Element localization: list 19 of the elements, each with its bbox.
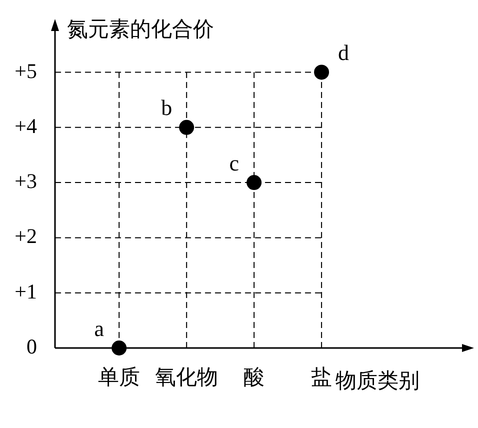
x-axis-title: 物质类别 bbox=[336, 368, 420, 393]
annotation: d bbox=[338, 40, 350, 66]
x-tick-label: 单质 bbox=[98, 365, 140, 390]
y-tick-label: +5 bbox=[14, 58, 37, 83]
y-axis-title: 氮元素的化合价 bbox=[67, 17, 214, 42]
point bbox=[246, 175, 262, 190]
annotation: a bbox=[94, 316, 104, 341]
y-tick-label: +3 bbox=[14, 169, 37, 194]
point bbox=[314, 64, 330, 80]
x-tick-label: 盐 bbox=[311, 365, 332, 390]
x-tick-label: 酸 bbox=[244, 365, 265, 390]
annotation: c bbox=[229, 150, 240, 176]
y-tick-label: +1 bbox=[14, 279, 37, 304]
annotation: b bbox=[161, 95, 172, 120]
y-tick-label: +2 bbox=[14, 224, 37, 248]
x-tick-label: 氧化物 bbox=[155, 365, 218, 390]
y-tick-label: 0 bbox=[26, 334, 37, 359]
y-tick-label: +4 bbox=[14, 114, 38, 138]
point bbox=[179, 120, 194, 135]
